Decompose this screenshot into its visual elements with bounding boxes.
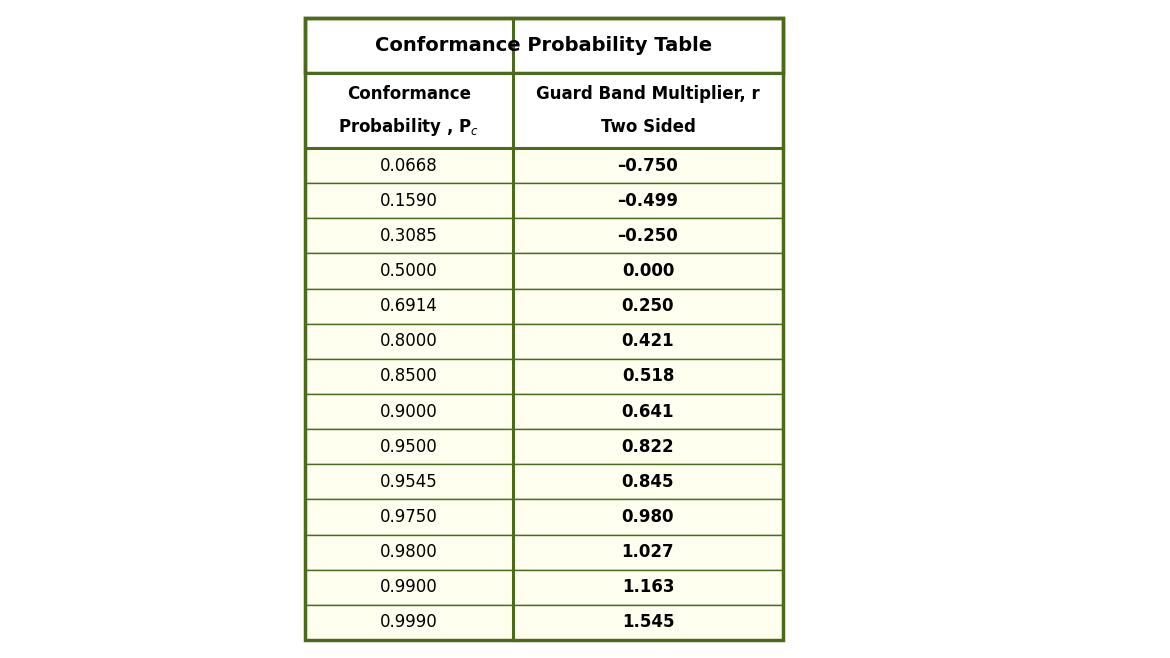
Text: 0.980: 0.980 [621, 508, 674, 526]
Text: 0.9900: 0.9900 [380, 578, 438, 596]
Text: –0.250: –0.250 [618, 227, 679, 245]
Text: 0.9545: 0.9545 [380, 473, 438, 491]
Text: 0.0668: 0.0668 [380, 157, 438, 174]
Text: –0.499: –0.499 [618, 191, 679, 210]
Text: 0.5000: 0.5000 [380, 262, 438, 280]
Text: 0.8000: 0.8000 [380, 332, 438, 350]
Text: Conformance Probability Table: Conformance Probability Table [376, 36, 713, 55]
Text: 1.027: 1.027 [621, 543, 674, 561]
Text: 0.9800: 0.9800 [380, 543, 438, 561]
Text: 0.8500: 0.8500 [380, 367, 438, 386]
Text: Guard Band Multiplier, r: Guard Band Multiplier, r [536, 85, 759, 103]
Text: Conformance: Conformance [347, 85, 472, 103]
Text: Probability , P$_c$: Probability , P$_c$ [338, 116, 480, 138]
Text: 0.845: 0.845 [621, 473, 674, 491]
Text: 0.250: 0.250 [621, 297, 674, 315]
Text: 0.421: 0.421 [621, 332, 674, 350]
Text: 0.000: 0.000 [621, 262, 674, 280]
Text: 0.1590: 0.1590 [380, 191, 438, 210]
Text: –0.750: –0.750 [618, 157, 679, 174]
Text: 1.163: 1.163 [621, 578, 674, 596]
Text: 0.9990: 0.9990 [380, 613, 438, 632]
Text: 0.641: 0.641 [621, 403, 674, 420]
Text: 0.9500: 0.9500 [380, 438, 438, 456]
Text: 1.545: 1.545 [621, 613, 674, 632]
Text: 0.3085: 0.3085 [380, 227, 438, 245]
Text: Two Sided: Two Sided [600, 118, 695, 136]
Text: 0.9750: 0.9750 [380, 508, 438, 526]
Text: 0.9000: 0.9000 [380, 403, 438, 420]
Text: 0.518: 0.518 [621, 367, 674, 386]
Text: 0.822: 0.822 [621, 438, 674, 456]
Text: 0.6914: 0.6914 [380, 297, 438, 315]
